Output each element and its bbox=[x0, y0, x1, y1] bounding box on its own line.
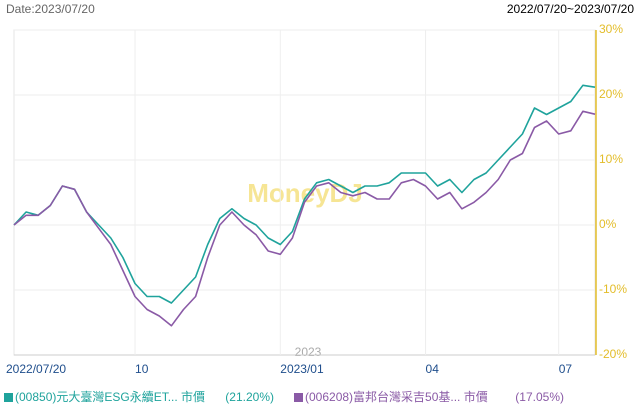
x-tick-label: 07 bbox=[559, 362, 573, 376]
y-tick-label: 10% bbox=[599, 152, 623, 166]
year-watermark: 2023 bbox=[295, 345, 322, 359]
series-line bbox=[13, 84, 596, 304]
y-tick-label: 0% bbox=[599, 217, 617, 231]
legend-label: (00850)元大臺灣ESG永續ET... 市價 bbox=[15, 389, 205, 404]
legend-return: (17.05%) bbox=[515, 390, 564, 404]
legend-swatch bbox=[4, 393, 13, 402]
y-tick-label: -20% bbox=[599, 347, 627, 361]
y-tick-label: -10% bbox=[599, 282, 627, 296]
x-tick-label: 2022/07/20 bbox=[6, 362, 66, 376]
legend-swatch bbox=[294, 393, 303, 402]
range-label: 2022/07/20~2023/07/20 bbox=[507, 2, 634, 16]
series-line bbox=[13, 110, 596, 327]
y-tick-label: 30% bbox=[599, 22, 623, 36]
x-tick-label: 2023/01 bbox=[280, 362, 324, 376]
date-label: Date:2023/07/20 bbox=[6, 2, 95, 16]
legend-label: (006208)富邦台灣采吉50基... 市價 bbox=[305, 389, 488, 404]
x-tick-label: 10 bbox=[135, 362, 149, 376]
x-tick-label: 04 bbox=[426, 362, 440, 376]
watermark: MoneyDJ bbox=[247, 178, 363, 208]
legend-return: (21.20%) bbox=[225, 390, 274, 404]
y-tick-label: 20% bbox=[599, 87, 623, 101]
